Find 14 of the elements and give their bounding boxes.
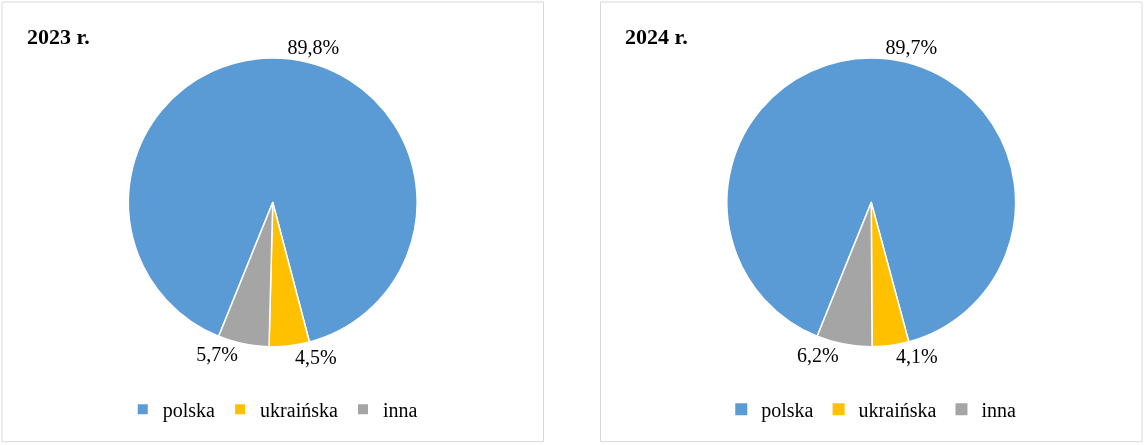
legend-label: ukraińska [858,398,937,421]
chart-title: 2024 r. [625,24,688,49]
data-label: 6,2% [796,343,839,366]
data-label: 5,7% [196,343,238,366]
data-label: 4,1% [896,345,938,368]
legend-label: inna [981,398,1017,421]
legend-label: ukraińska [260,398,338,421]
legend-label: polska [761,398,814,422]
chart-title: 2023 r. [27,24,90,49]
data-label: 4,5% [294,345,337,368]
legend-label: polska [162,398,216,422]
data-label: 89,8% [287,36,340,59]
data-label: 89,7% [885,36,938,59]
legend-label: inna [382,398,418,421]
